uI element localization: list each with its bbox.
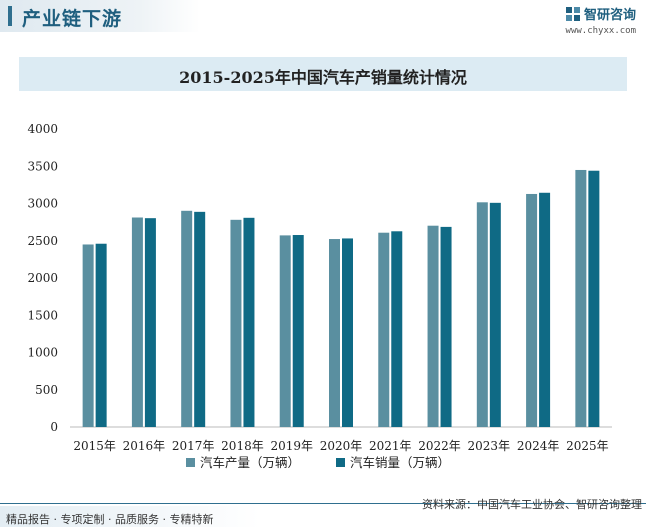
data-source: 资料来源：中国汽车工业协会、智研咨询整理 [422, 498, 642, 511]
x-tick-label: 2018年 [221, 439, 264, 453]
footer-divider [0, 503, 646, 504]
x-tick-label: 2021年 [369, 439, 412, 453]
legend-swatch [186, 458, 195, 467]
x-tick-label: 2020年 [320, 439, 363, 453]
x-tick-label: 2025年 [566, 439, 609, 453]
bars [82, 169, 600, 427]
bar-sales [342, 238, 353, 427]
y-tick-label: 0 [50, 420, 58, 434]
chart-title: 2015-2025年中国汽车产销量统计情况 [179, 68, 467, 87]
y-tick-label: 1000 [27, 346, 58, 360]
bar-production [378, 232, 390, 427]
bar-production [427, 225, 439, 427]
bar-production [181, 210, 193, 427]
brand-name: 智研咨询 [583, 8, 636, 23]
x-tick-label: 2023年 [468, 439, 511, 453]
footer-background [0, 506, 260, 527]
y-tick-label: 3000 [27, 197, 58, 211]
header-background [0, 0, 200, 32]
legend-swatch [336, 458, 345, 467]
bar-production [476, 202, 488, 427]
bar-sales [489, 202, 501, 427]
legend-label: 汽车产量（万辆） [200, 455, 300, 470]
bar-production [575, 169, 587, 427]
bar-sales [243, 217, 255, 427]
bar-sales [440, 226, 452, 427]
legend: 汽车产量（万辆） 汽车销量（万辆） [186, 455, 450, 470]
page-header: 产业链下游 智研咨询 www.chyxx.com [0, 0, 646, 48]
bar-sales [539, 192, 551, 427]
y-tick-label: 3500 [27, 159, 58, 173]
legend-label: 汽车销量（万辆） [350, 455, 450, 470]
y-tick-label: 4000 [27, 122, 58, 136]
bar-sales [194, 211, 206, 427]
bar-production [131, 217, 143, 427]
x-tick-label: 2019年 [270, 439, 313, 453]
bar-production [279, 235, 291, 427]
section-title: 产业链下游 [22, 8, 123, 30]
brand-logo-icon [565, 6, 580, 21]
y-tick-label: 1500 [27, 308, 58, 322]
bar-sales [95, 243, 107, 427]
y-tick-label: 2500 [27, 234, 58, 248]
bar-production [526, 193, 538, 427]
x-axis: 2015年 2016年 2017年 2018年 2019年 2020年 2021年 2022年… [70, 426, 612, 453]
x-tick-label: 2015年 [73, 439, 116, 453]
bar-sales [588, 170, 600, 427]
x-tick-label: 2022年 [418, 439, 461, 453]
x-tick-label: 2016年 [123, 439, 166, 453]
bar-production [82, 244, 94, 427]
footer-slogan: 精品报告 · 专项定制 · 品质服务 · 专精特新 [6, 513, 214, 526]
header-accent-bar [8, 6, 12, 26]
y-tick-label: 2000 [27, 271, 58, 285]
x-tick-label: 2017年 [172, 439, 215, 453]
bar-sales [144, 218, 156, 427]
x-tick-label: 2024年 [517, 439, 560, 453]
bar-sales [292, 235, 304, 427]
bar-production [329, 239, 340, 427]
brand: 智研咨询 www.chyxx.com [565, 4, 636, 36]
brand-url: www.chyxx.com [565, 26, 636, 36]
y-tick-label: 500 [35, 383, 58, 397]
bar-sales [391, 231, 403, 427]
bar-production [230, 219, 242, 427]
y-axis: 0 500 1000 1500 2000 2500 3000 3500 4000 [27, 122, 58, 434]
chart-title-box: 2015-2025年中国汽车产销量统计情况 [19, 57, 627, 91]
